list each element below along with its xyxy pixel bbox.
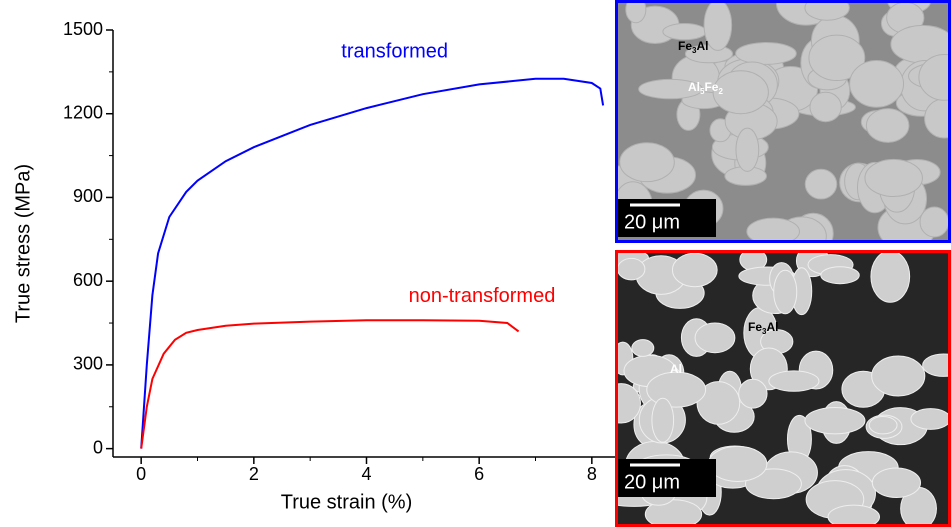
label-part: Al [688,80,700,94]
grain [644,499,703,527]
grain [820,266,860,285]
grain [804,406,866,435]
grain [735,42,797,65]
y-tick-label: 1500 [63,19,103,39]
phase-label: Al5Fe2 [688,80,723,96]
label-part: 2 [718,87,723,96]
grain [615,383,641,424]
border [615,250,951,527]
grain [707,445,768,482]
label-part: Fe [704,80,718,94]
grain [870,250,911,303]
x-tick-label: 8 [587,464,597,484]
grain [617,257,646,281]
grain [809,91,842,123]
scale-label: 20 μm [624,471,680,493]
grain [651,397,675,443]
grain [619,142,675,183]
x-tick-label: 0 [136,464,146,484]
grain [625,0,647,24]
y-axis-title: True stress (MPa) [12,164,34,323]
x-tick-label: 2 [249,464,259,484]
y-tick-label: 1200 [63,102,103,122]
grain [735,127,760,172]
grain [871,355,926,397]
y-tick-label: 300 [73,354,103,374]
grain [922,353,951,377]
series-label: non-transformed [409,285,556,307]
grain [868,415,898,435]
grain [808,34,866,82]
y-tick-label: 0 [93,437,103,457]
grain [712,70,769,115]
label-part: Al [766,320,778,334]
grain [696,381,741,425]
label-part: 3 [762,327,767,336]
label-part: Al [696,39,708,53]
grain [768,370,820,392]
border [615,0,951,243]
label-part: Fe [678,39,692,53]
grain [638,78,703,100]
grain [631,339,655,357]
grain [745,468,802,500]
grain [849,59,905,108]
grain [746,217,800,243]
grain [738,378,768,409]
grain [865,108,910,143]
scale-label: 20 μm [624,211,680,233]
label-part: 5 [700,87,705,96]
grain [646,371,707,408]
image [615,250,951,527]
grain [694,322,736,354]
x-axis-title: True strain (%) [281,491,413,513]
curve [140,77,605,449]
grain [871,467,922,498]
grain [804,168,838,200]
x-tick-label: 4 [361,464,371,484]
grain [703,0,733,51]
y-tick-label: 600 [73,270,103,290]
grain [827,504,881,527]
grain [773,269,798,315]
curve [140,319,520,449]
grain [662,23,707,41]
label-part: Fe [748,320,762,334]
grain [671,252,718,288]
grain [864,158,923,198]
grain [918,53,951,101]
grain [910,408,951,430]
phase-label: Al [670,362,682,376]
series-label: transformed [341,41,448,63]
y-tick-label: 900 [73,186,103,206]
label-part: Al [670,362,682,376]
x-tick-label: 6 [474,464,484,484]
label-part: 3 [692,46,697,55]
phase-label: Fe3Al [678,39,708,55]
grain [804,0,850,21]
phase-label: Fe3Al [748,320,778,336]
grain [919,206,950,238]
